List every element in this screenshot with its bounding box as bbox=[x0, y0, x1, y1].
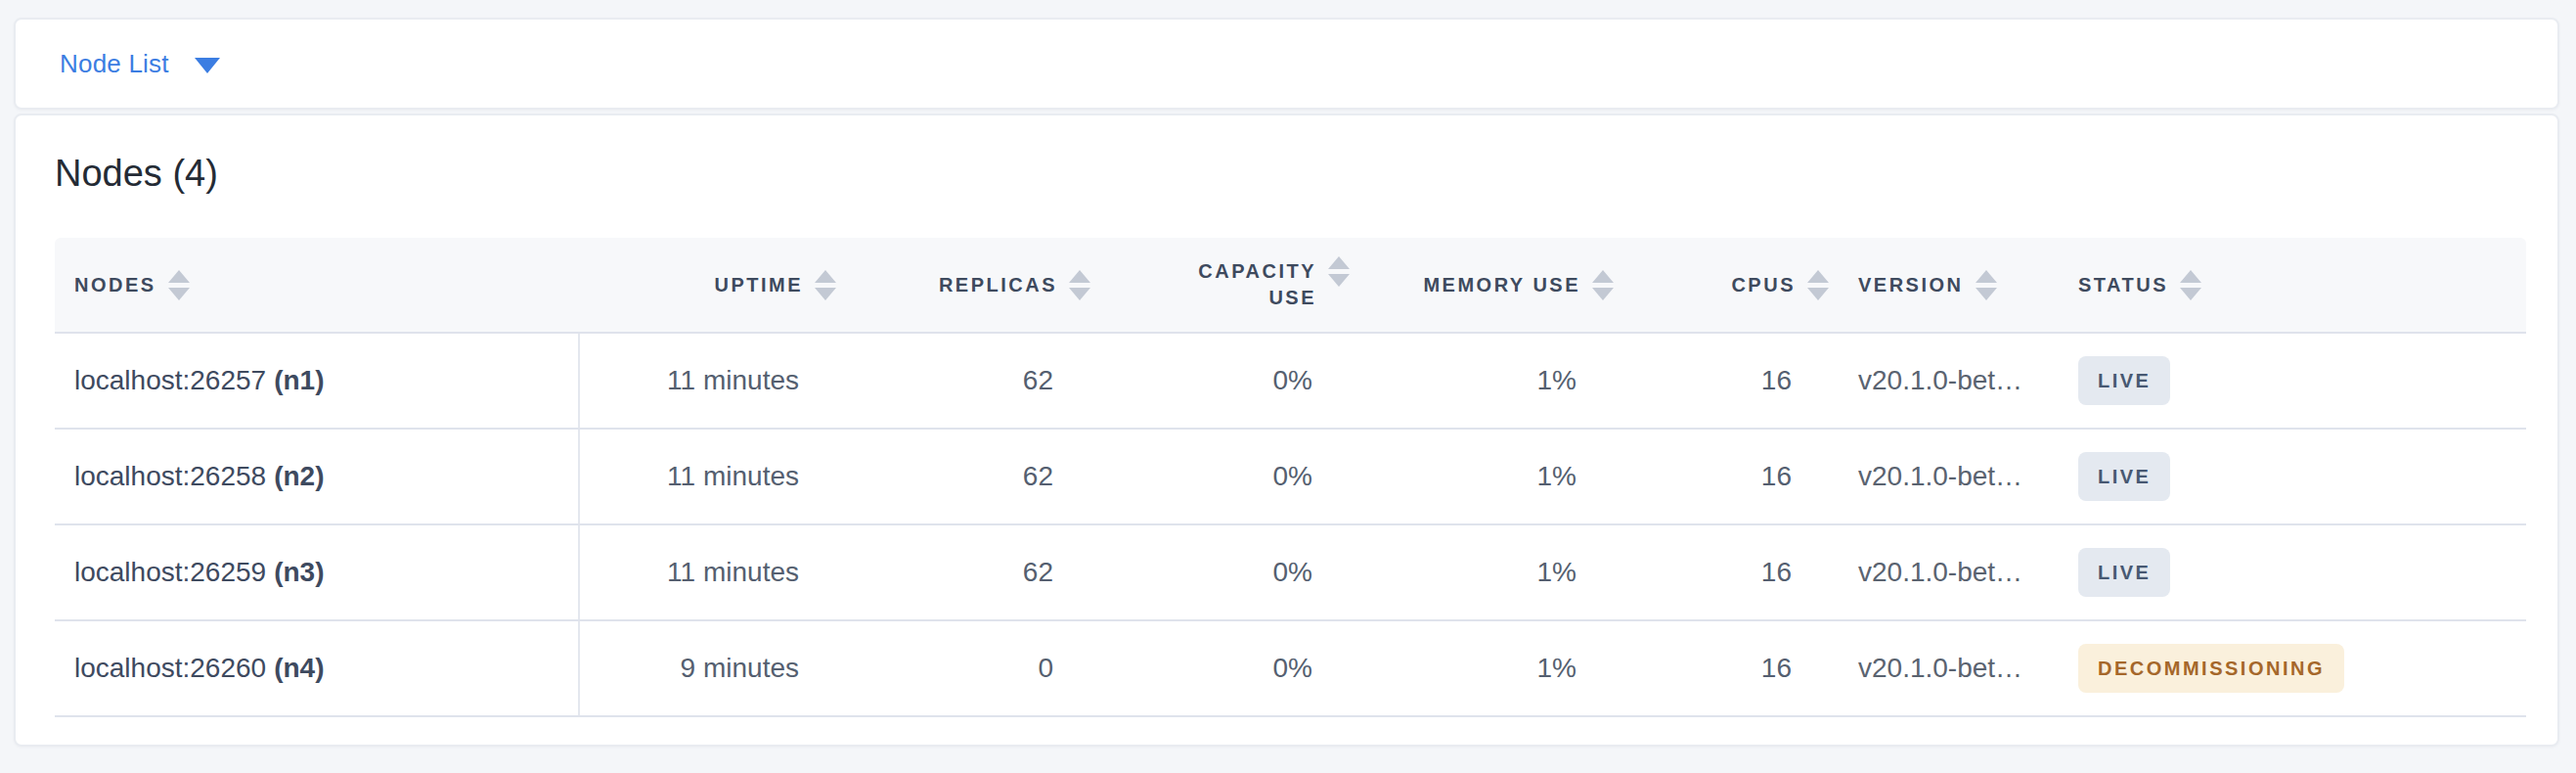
sort-icon bbox=[1976, 270, 1997, 300]
capacity-use-cell: 0% bbox=[1100, 525, 1359, 619]
node-link[interactable]: localhost:26259 (n3) bbox=[55, 525, 580, 619]
status-badge: LIVE bbox=[2078, 452, 2170, 501]
node-address: localhost:26258 bbox=[74, 461, 266, 492]
uptime-cell: 11 minutes bbox=[580, 525, 846, 619]
column-header-nodes[interactable]: NODES bbox=[55, 238, 580, 332]
status-badge: LIVE bbox=[2078, 548, 2170, 597]
node-id: (n2) bbox=[274, 461, 324, 492]
node-link[interactable]: localhost:26257 (n1) bbox=[55, 334, 580, 428]
column-header-uptime[interactable]: UPTIME bbox=[580, 238, 846, 332]
version-cell: v20.1.0-bet… bbox=[1839, 430, 2059, 523]
cpus-cell: 16 bbox=[1623, 621, 1839, 715]
column-header-memory-use[interactable]: MEMORY USE bbox=[1359, 238, 1623, 332]
status-cell: DECOMMISSIONING bbox=[2059, 621, 2526, 715]
replicas-cell: 62 bbox=[846, 525, 1100, 619]
replicas-cell: 0 bbox=[846, 621, 1100, 715]
status-cell: LIVE bbox=[2059, 525, 2526, 619]
sort-icon bbox=[815, 270, 836, 300]
sort-icon bbox=[168, 270, 190, 300]
node-link[interactable]: localhost:26258 (n2) bbox=[55, 430, 580, 523]
table-row: localhost:26257 (n1) 11 minutes 62 0% 1%… bbox=[55, 334, 2526, 430]
page-title: Nodes (4) bbox=[55, 151, 2518, 196]
replicas-cell: 62 bbox=[846, 334, 1100, 428]
node-list-dropdown[interactable]: Node List bbox=[60, 49, 220, 79]
node-id: (n4) bbox=[274, 653, 324, 684]
column-header-cpus[interactable]: CPUS bbox=[1623, 238, 1839, 332]
cpus-cell: 16 bbox=[1623, 525, 1839, 619]
cpus-cell: 16 bbox=[1623, 334, 1839, 428]
sort-icon bbox=[2180, 270, 2201, 300]
status-badge: DECOMMISSIONING bbox=[2078, 644, 2344, 693]
cpus-cell: 16 bbox=[1623, 430, 1839, 523]
memory-use-cell: 1% bbox=[1359, 621, 1623, 715]
table-row: localhost:26258 (n2) 11 minutes 62 0% 1%… bbox=[55, 430, 2526, 525]
sort-icon bbox=[1592, 270, 1614, 300]
table-row: localhost:26260 (n4) 9 minutes 0 0% 1% 1… bbox=[55, 621, 2526, 717]
status-badge: LIVE bbox=[2078, 356, 2170, 405]
version-cell: v20.1.0-bet… bbox=[1839, 621, 2059, 715]
column-header-capacity-use[interactable]: CAPACITY USE bbox=[1100, 238, 1359, 332]
column-header-replicas[interactable]: REPLICAS bbox=[846, 238, 1100, 332]
sort-icon bbox=[1807, 270, 1829, 300]
uptime-cell: 9 minutes bbox=[580, 621, 846, 715]
node-address: localhost:26260 bbox=[74, 653, 266, 684]
capacity-use-cell: 0% bbox=[1100, 430, 1359, 523]
capacity-use-cell: 0% bbox=[1100, 334, 1359, 428]
view-selector-bar: Node List bbox=[14, 18, 2559, 110]
version-cell: v20.1.0-bet… bbox=[1839, 525, 2059, 619]
uptime-cell: 11 minutes bbox=[580, 430, 846, 523]
node-id: (n1) bbox=[274, 365, 324, 396]
capacity-use-cell: 0% bbox=[1100, 621, 1359, 715]
sort-icon bbox=[1069, 270, 1090, 300]
column-header-version[interactable]: VERSION bbox=[1839, 238, 2059, 332]
table-header-row: NODES UPTIME REPLICAS CAPACITY USE MEMOR… bbox=[55, 238, 2526, 334]
node-link[interactable]: localhost:26260 (n4) bbox=[55, 621, 580, 715]
node-list-dropdown-label: Node List bbox=[60, 49, 169, 79]
table-row: localhost:26259 (n3) 11 minutes 62 0% 1%… bbox=[55, 525, 2526, 621]
sort-icon bbox=[1328, 256, 1350, 287]
version-cell: v20.1.0-bet… bbox=[1839, 334, 2059, 428]
node-id: (n3) bbox=[274, 557, 324, 588]
memory-use-cell: 1% bbox=[1359, 525, 1623, 619]
node-address: localhost:26259 bbox=[74, 557, 266, 588]
uptime-cell: 11 minutes bbox=[580, 334, 846, 428]
nodes-card: Nodes (4) NODES UPTIME REPLICAS CAPACITY… bbox=[14, 114, 2559, 747]
replicas-cell: 62 bbox=[846, 430, 1100, 523]
memory-use-cell: 1% bbox=[1359, 334, 1623, 428]
memory-use-cell: 1% bbox=[1359, 430, 1623, 523]
status-cell: LIVE bbox=[2059, 430, 2526, 523]
nodes-table: NODES UPTIME REPLICAS CAPACITY USE MEMOR… bbox=[55, 238, 2526, 717]
column-header-status[interactable]: STATUS bbox=[2059, 238, 2526, 332]
caret-down-icon bbox=[195, 58, 220, 73]
status-cell: LIVE bbox=[2059, 334, 2526, 428]
node-address: localhost:26257 bbox=[74, 365, 266, 396]
